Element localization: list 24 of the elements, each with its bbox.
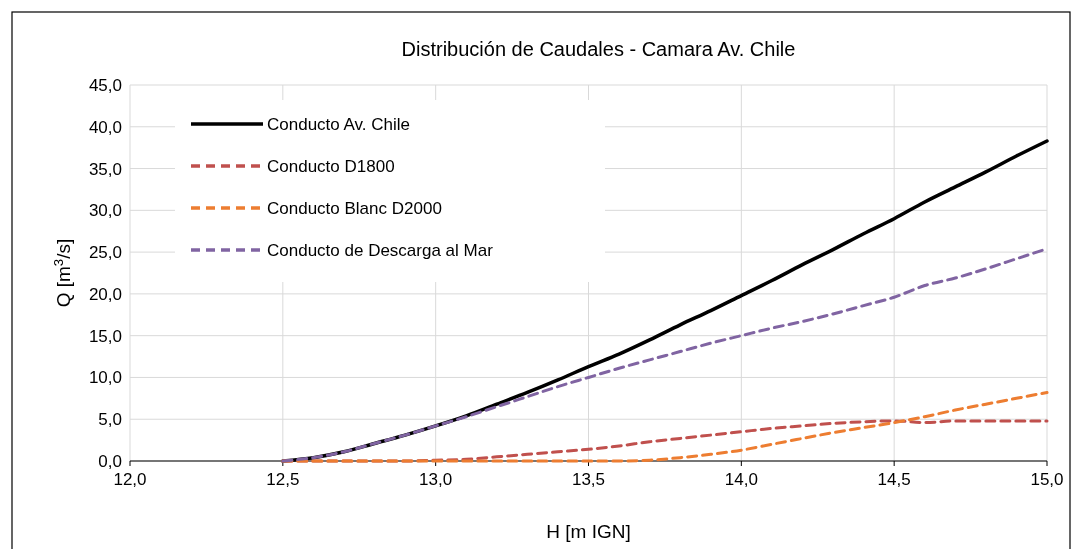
legend-label: Conducto Blanc D2000 — [267, 199, 442, 218]
y-tick-label: 20,0 — [88, 284, 122, 304]
y-tick-label: 5,0 — [98, 410, 122, 430]
x-tick-label: 14,0 — [724, 470, 758, 489]
x-tick-label: 12,5 — [266, 470, 300, 489]
y-tick-label: 40,0 — [88, 117, 122, 137]
x-tick-label: 15,0 — [1030, 470, 1064, 489]
x-tick-label: 12,0 — [113, 470, 147, 489]
y-tick-label: 45,0 — [88, 76, 122, 95]
y-tick-label: 30,0 — [88, 201, 122, 221]
y-tick-label: 25,0 — [88, 243, 122, 263]
y-tick-label: 0,0 — [98, 452, 122, 471]
x-axis-title: H [m IGN] — [546, 521, 631, 542]
x-tick-label: 13,5 — [571, 470, 606, 489]
line-series — [281, 390, 1049, 463]
y-tick-label: 35,0 — [88, 159, 122, 179]
x-tick-label: 13,0 — [419, 470, 453, 489]
y-tick-label: 10,0 — [88, 368, 122, 388]
legend-label: Conducto Av. Chile — [267, 115, 411, 134]
x-tick-label: 14,5 — [877, 470, 911, 489]
legend-label: Conducto D1800 — [267, 157, 395, 176]
y-tick-label: 15,0 — [88, 326, 122, 346]
chart-title: Distribución de Caudales - Camara Av. Chile — [401, 38, 796, 60]
legend-label: Conducto de Descarga al Mar — [267, 241, 494, 260]
